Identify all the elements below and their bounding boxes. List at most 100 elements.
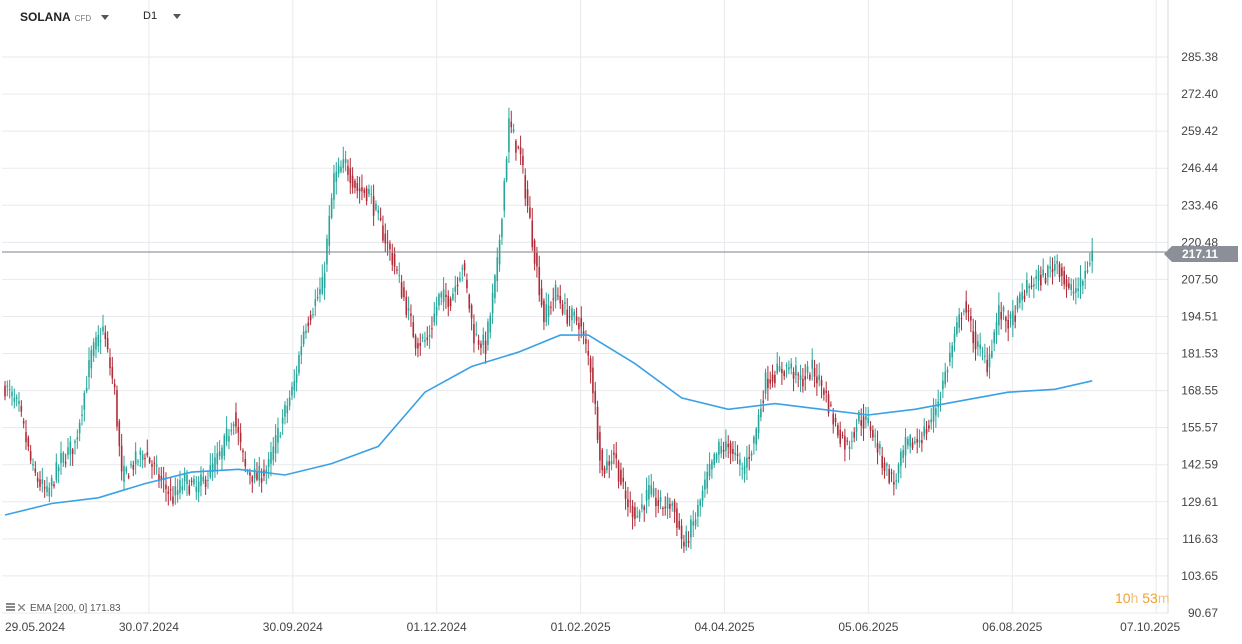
candle-body <box>445 294 447 297</box>
candle-body <box>230 429 233 432</box>
candle-body <box>624 490 627 499</box>
candle-body <box>246 471 249 473</box>
candle-body <box>746 457 748 468</box>
candle-body <box>708 464 711 477</box>
y-tick-label: 155.57 <box>1181 421 1218 435</box>
candle-body <box>552 298 555 300</box>
candle-body <box>876 442 879 453</box>
candle-body <box>613 452 615 455</box>
candle-body <box>475 333 478 335</box>
close-icon[interactable] <box>17 603 26 614</box>
candle-body <box>827 394 830 414</box>
candle-body <box>146 452 149 456</box>
candle-body <box>1044 277 1047 283</box>
candle-body <box>491 292 494 314</box>
candle-body <box>11 391 13 397</box>
candle-body <box>697 504 699 517</box>
candle-body <box>120 445 123 472</box>
candle-body <box>904 436 907 456</box>
candle-body <box>522 156 524 166</box>
candle-body <box>328 215 331 246</box>
candle-body <box>629 500 632 502</box>
symbol-name: SOLANA <box>20 10 71 24</box>
candle-body <box>43 487 46 489</box>
candle-body <box>1016 297 1019 310</box>
candle-body <box>874 435 877 437</box>
x-tick-label: 01.12.2024 <box>407 620 467 634</box>
candle-body <box>1021 292 1023 301</box>
candle-body <box>473 324 475 344</box>
candle-body <box>188 485 191 495</box>
candle-body <box>578 323 580 330</box>
symbol-selector[interactable]: SOLANA CFD <box>20 10 110 24</box>
candle-body <box>438 294 440 306</box>
candle-body <box>816 376 818 384</box>
candle-body <box>652 488 655 496</box>
candle-body <box>785 364 788 367</box>
candle-body <box>365 188 368 202</box>
candle-body <box>930 419 933 423</box>
candle-body <box>41 479 44 484</box>
candle-body <box>148 458 151 463</box>
chevron-down-icon <box>101 15 110 20</box>
candle-body <box>419 342 422 346</box>
candle-body <box>881 455 884 468</box>
candle-body <box>1012 310 1014 326</box>
candle-body <box>918 440 921 443</box>
candle-body <box>95 337 97 350</box>
candle-body <box>991 350 993 358</box>
x-tick-label: 01.02.2025 <box>551 620 611 634</box>
candle-body <box>118 421 121 447</box>
candle-body <box>1014 315 1016 322</box>
candle-body <box>389 243 391 250</box>
candle-body <box>725 441 727 451</box>
candle-body <box>505 158 508 181</box>
candle-body <box>645 489 648 501</box>
candle-body <box>337 165 340 174</box>
candle-body <box>986 359 988 373</box>
candle-body <box>461 268 464 270</box>
candle-body <box>620 469 622 485</box>
y-tick-label: 272.40 <box>1181 87 1218 101</box>
candle-body <box>508 118 510 152</box>
candle-body <box>291 386 293 396</box>
candle-body <box>592 367 594 394</box>
candle-body <box>942 380 944 390</box>
candle-body <box>130 464 132 466</box>
candle-body <box>953 333 956 343</box>
candle-body <box>223 435 226 456</box>
candle-body <box>8 388 11 390</box>
candle-body <box>820 380 823 386</box>
candle-body <box>155 464 158 467</box>
candle-body <box>382 225 384 241</box>
candle-body <box>890 472 893 474</box>
candle-body <box>83 393 86 410</box>
candle-body <box>293 381 296 391</box>
candle-body <box>351 175 354 188</box>
candle-body <box>858 411 860 422</box>
x-tick-label: 07.10.2025 <box>1120 620 1180 634</box>
candle-body <box>853 432 856 438</box>
candle-body <box>494 275 496 299</box>
candle-body <box>762 400 765 403</box>
candle-body <box>643 506 646 511</box>
candle-body <box>923 426 926 437</box>
candle-body <box>636 515 639 517</box>
candle-body <box>554 284 557 302</box>
y-tick-label: 168.55 <box>1181 384 1218 398</box>
indicator-settings-icon[interactable] <box>6 603 15 614</box>
y-tick-label: 129.61 <box>1181 495 1218 509</box>
candle-body <box>627 499 629 508</box>
candle-body <box>235 412 237 427</box>
x-tick-label: 04.04.2025 <box>694 620 754 634</box>
timeframe-selector[interactable]: D1 <box>143 10 182 22</box>
candle-body <box>566 309 569 324</box>
candle-body <box>564 302 566 304</box>
candle-body <box>823 389 825 395</box>
timer-minutes-unit: m <box>1157 590 1170 606</box>
candle-body <box>977 341 979 347</box>
candle-body <box>109 357 111 369</box>
candle-body <box>386 242 389 244</box>
candle-body <box>869 426 872 431</box>
